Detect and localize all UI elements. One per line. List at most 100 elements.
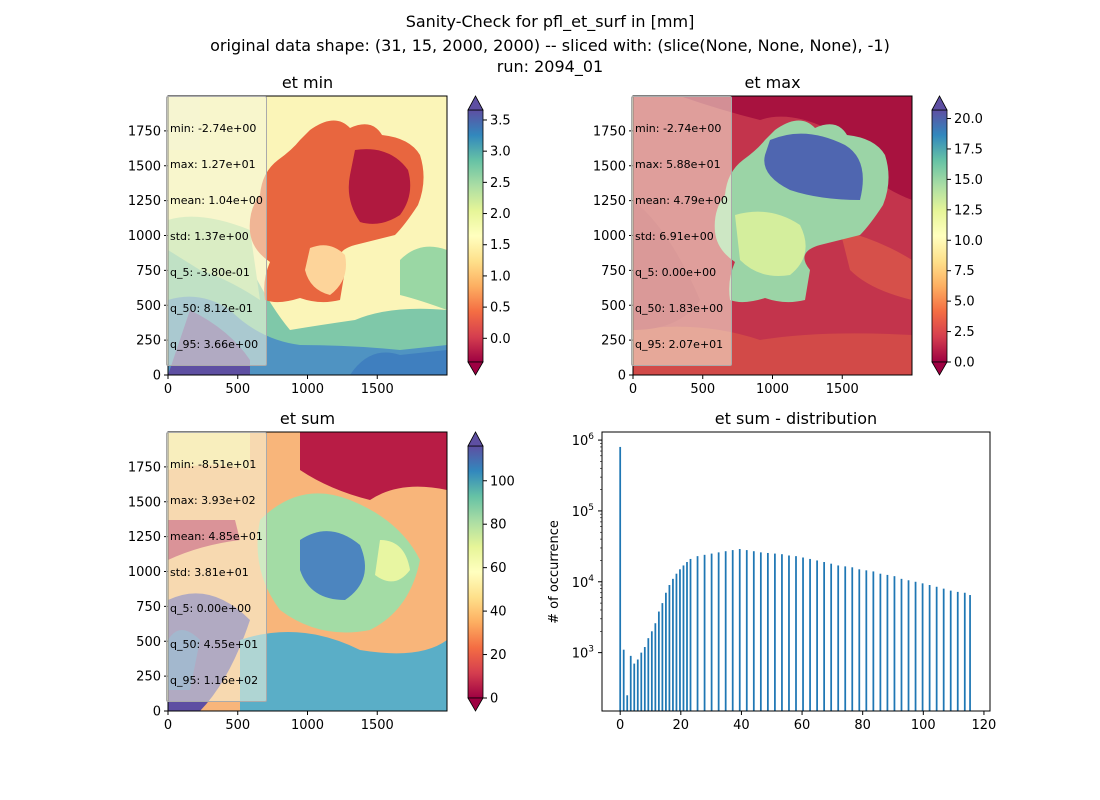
histogram-bar xyxy=(837,565,840,711)
histogram-bar xyxy=(665,592,667,711)
histogram-bar xyxy=(654,623,657,711)
colorbar-tick-label: 0.0 xyxy=(490,332,511,347)
histogram-bar xyxy=(626,695,629,711)
stat-line: q_95: 2.07e+01 xyxy=(635,338,724,351)
y-tick-label: 1500 xyxy=(128,495,161,510)
tick-base: 10 xyxy=(572,505,589,520)
y-tick-label: 0 xyxy=(153,705,161,720)
histogram-bar xyxy=(823,562,826,711)
x-tick-label: 1500 xyxy=(826,382,859,397)
histogram-bar xyxy=(872,571,875,711)
colorbar-tick-label: 20 xyxy=(490,648,507,663)
x-tick-label: 0 xyxy=(616,718,624,733)
tick-exponent: 3 xyxy=(588,645,594,655)
y-tick-label: 0 xyxy=(153,369,161,384)
stat-line: std: 1.37e+00 xyxy=(170,230,249,243)
colorbar-tick-label: 7.5 xyxy=(954,264,975,279)
y-tick-label: 1750 xyxy=(128,124,161,139)
stat-line: q_5: -3.80e-01 xyxy=(170,266,250,279)
colorbar-tick-label: 100 xyxy=(490,474,515,489)
x-tick-label: 500 xyxy=(225,382,250,397)
panel-et-max: et max 0 500 1000 1500 0 250 500 750 1000 1250 15… xyxy=(593,73,983,397)
histogram-bar xyxy=(647,638,650,711)
histogram-bar xyxy=(619,446,622,711)
stats-box-et-sum: min: -8.51e+01 max: 3.93e+02 mean: 4.85e… xyxy=(166,432,267,702)
panel-title: et min xyxy=(282,73,333,92)
y-tick-label: 1250 xyxy=(128,530,161,545)
histogram-bar xyxy=(643,647,646,711)
y-tick-label: 500 xyxy=(136,635,161,650)
histogram-bar xyxy=(633,663,636,711)
histogram-bar xyxy=(696,556,699,711)
colorbar-tick-label: 1.0 xyxy=(490,269,511,284)
stat-line: mean: 4.79e+00 xyxy=(635,194,728,207)
x-tick-labels: 0 500 1000 1500 xyxy=(164,375,394,397)
histogram-bar xyxy=(844,566,847,711)
colorbar-tick-label: 2.5 xyxy=(954,325,975,340)
stat-line: max: 1.27e+01 xyxy=(170,158,256,171)
y-tick-label: 250 xyxy=(601,334,626,349)
x-tick-labels: 0 500 1000 1500 xyxy=(164,711,394,733)
histogram-bar xyxy=(703,554,706,711)
panel-title: et sum xyxy=(280,409,335,428)
stat-line: std: 3.81e+01 xyxy=(170,566,249,579)
histogram-bar xyxy=(774,553,776,711)
figure-title-line-3: run: 2094_01 xyxy=(496,57,604,76)
y-tick-label: 750 xyxy=(136,264,161,279)
histogram-bar xyxy=(668,585,671,711)
y-tick-label: 1000 xyxy=(128,229,161,244)
y-tick-label: 0 xyxy=(618,369,626,384)
x-tick-label: 100 xyxy=(911,718,936,733)
colorbar-tick-label: 10.0 xyxy=(954,234,983,249)
y-tick-label: 1750 xyxy=(593,124,626,139)
colorbar-extend-top xyxy=(467,95,484,111)
histogram-bar xyxy=(914,581,917,711)
histogram-bar xyxy=(679,569,681,711)
histogram-bars xyxy=(619,446,971,711)
histogram-bar xyxy=(879,573,882,711)
histogram-bar xyxy=(724,551,727,711)
histogram-bar xyxy=(717,552,720,711)
histogram-bar xyxy=(689,558,692,711)
x-tick-label: 1500 xyxy=(361,718,394,733)
colorbar-tick-label: 15.0 xyxy=(954,173,983,188)
histogram-bar xyxy=(731,550,734,711)
colorbar xyxy=(467,109,484,363)
y-tick-label: 250 xyxy=(136,334,161,349)
stat-line: q_50: 1.83e+00 xyxy=(635,302,724,315)
colorbar-tick-label: 5.0 xyxy=(954,295,975,310)
colorbar-extend-bottom xyxy=(467,361,484,376)
y-tick-label: 1000 xyxy=(593,229,626,244)
x-tick-label: 1000 xyxy=(291,382,324,397)
y-tick-label: 500 xyxy=(136,299,161,314)
histogram-bar xyxy=(640,652,643,711)
colorbar-tick-label: 0.5 xyxy=(490,301,511,316)
stat-line: max: 5.88e+01 xyxy=(635,158,721,171)
histogram-bar xyxy=(921,583,924,711)
colorbar-tick-label: 60 xyxy=(490,561,507,576)
x-tick-label: 0 xyxy=(629,382,637,397)
tick-exponent: 6 xyxy=(588,432,594,442)
histogram-bar xyxy=(858,569,861,711)
histogram-bar xyxy=(710,553,713,711)
country-light-region xyxy=(305,245,346,295)
stat-line: q_5: 0.00e+00 xyxy=(170,602,252,615)
colorbar-tick-label: 3.5 xyxy=(490,113,511,128)
stat-line: min: -2.74e+00 xyxy=(635,122,722,135)
stat-line: q_95: 3.66e+00 xyxy=(170,338,259,351)
country-dark-region xyxy=(348,149,411,224)
x-tick-label: 500 xyxy=(690,382,715,397)
colorbar-tick-label: 40 xyxy=(490,605,507,620)
axes-ticks: 0 500 1000 1500 0 250 500 750 1000 1250 1500 1750 xyxy=(128,124,394,397)
histogram-bar xyxy=(865,570,868,711)
colorbar-ticks: 0.0 2.5 5.0 7.5 10.0 12.5 15.0 17.5 20.0 xyxy=(947,112,983,371)
axes-ticks: 0 500 1000 1500 0 250 500 750 1000 1250 1500 1750 xyxy=(128,460,394,733)
colorbar-tick-label: 0.0 xyxy=(954,356,975,371)
stat-line: max: 3.93e+02 xyxy=(170,494,256,507)
histogram-bar xyxy=(900,578,903,711)
figure-title-line-2: original data shape: (31, 15, 2000, 2000… xyxy=(210,36,890,55)
x-tick-label: 120 xyxy=(972,718,997,733)
colorbar-tick-label: 2.5 xyxy=(490,176,511,191)
